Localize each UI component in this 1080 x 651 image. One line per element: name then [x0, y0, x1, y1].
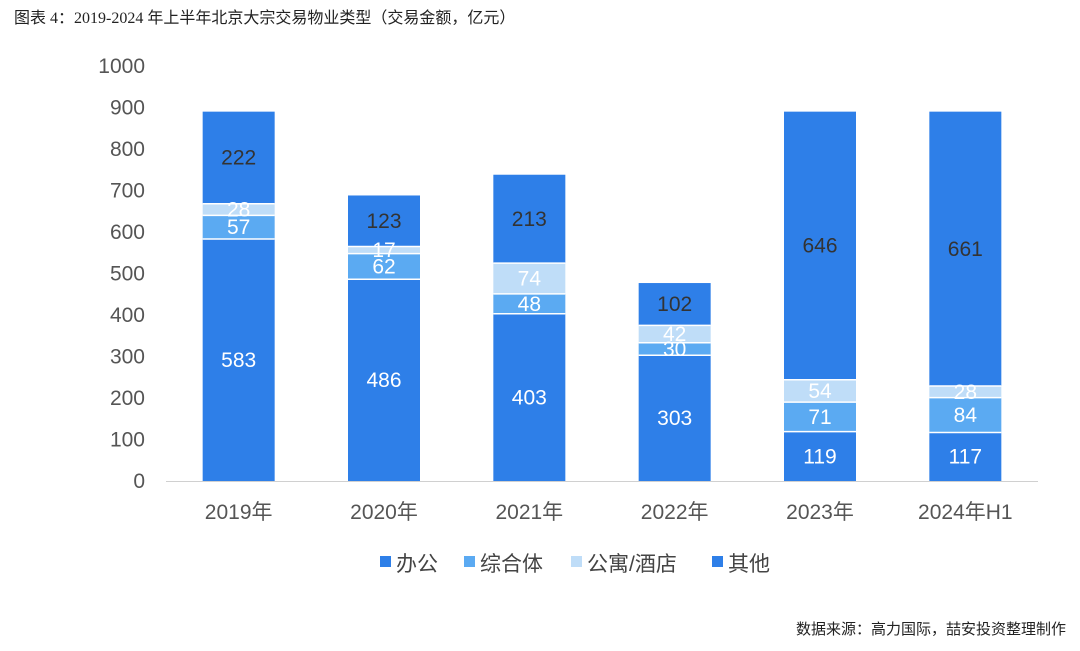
data-label: 117	[949, 446, 982, 469]
data-label: 84	[954, 404, 978, 427]
bar-segment	[493, 313, 566, 481]
data-label: 54	[808, 380, 832, 403]
data-label: 71	[808, 406, 831, 429]
bar-segment	[929, 111, 1002, 386]
bar-segment	[348, 279, 420, 481]
bar-segment	[348, 246, 420, 254]
data-label: 583	[221, 349, 256, 372]
plot-area: 5835728222486621712340348742133033042102…	[202, 111, 1002, 481]
x-tick-label: 2024年H1	[918, 501, 1013, 524]
data-label: 17	[372, 239, 395, 262]
y-tick-label: 300	[110, 346, 145, 369]
data-label: 62	[372, 255, 395, 278]
bar-segment	[493, 263, 566, 294]
y-tick-label: 200	[110, 387, 145, 410]
bar-segment	[638, 355, 711, 481]
legend-swatch	[380, 556, 391, 567]
data-label: 74	[518, 267, 542, 290]
bar-segment	[929, 432, 1002, 481]
bar-segment	[638, 342, 711, 356]
figure-title: 图表 4：2019-2024 年上半年北京大宗交易物业类型（交易金额，亿元）	[14, 10, 516, 27]
data-label: 213	[512, 208, 547, 231]
bar-segment	[493, 174, 566, 264]
data-label: 102	[657, 293, 692, 316]
bar-segment	[202, 239, 275, 481]
bar-segment	[784, 431, 856, 481]
y-tick-label: 0	[133, 470, 145, 493]
bar-segment	[784, 111, 856, 380]
legend-item: 综合体	[464, 553, 543, 576]
bar-segment	[348, 195, 420, 247]
y-tick-label: 700	[110, 180, 145, 203]
y-tick-label: 1000	[98, 55, 145, 78]
legend: 办公 综合体 公寓/酒店 其他	[380, 553, 770, 576]
bar-segment	[784, 402, 856, 432]
x-tick-label: 2020年	[350, 501, 418, 524]
legend-item: 公寓/酒店	[571, 553, 677, 576]
bar-segment	[929, 397, 1002, 433]
data-label: 303	[657, 407, 692, 430]
data-label: 661	[948, 238, 983, 261]
bar-segment	[493, 293, 566, 314]
legend-label: 其他	[728, 553, 770, 576]
y-tick-label: 600	[110, 221, 145, 244]
legend-item: 其他	[712, 553, 770, 576]
bar-segment	[202, 203, 275, 216]
data-label: 30	[663, 338, 686, 361]
legend-label: 公寓/酒店	[587, 553, 677, 576]
y-tick-label: 500	[110, 263, 145, 286]
legend-swatch	[571, 556, 582, 567]
bar-segment	[348, 253, 420, 280]
y-axis: 0 100 200 300 400 500 600 700 800 900 1000	[98, 55, 145, 493]
legend-label: 办公	[396, 553, 438, 576]
x-tick-label: 2019年	[205, 501, 273, 524]
data-label: 486	[366, 369, 401, 392]
bar-segment	[202, 111, 275, 204]
y-tick-label: 400	[110, 304, 145, 327]
data-label: 42	[663, 323, 686, 346]
data-label: 48	[518, 293, 541, 316]
x-axis: 2019年 2020年 2021年 2022年 2023年 2024年H1	[166, 481, 1038, 524]
bar-segment	[929, 385, 1002, 398]
bar-segment	[202, 215, 275, 240]
figure-source: 数据来源：高力国际，喆安投资整理制作	[795, 622, 1066, 638]
data-label: 403	[512, 386, 547, 409]
legend-swatch	[464, 556, 475, 567]
data-label: 57	[227, 216, 250, 239]
data-label: 646	[802, 235, 837, 258]
bar-stack: 119 71 54 646	[784, 111, 856, 481]
y-tick-label: 900	[110, 97, 145, 120]
legend-item: 办公	[380, 553, 438, 576]
data-label: 28	[227, 199, 250, 222]
bar-segment	[638, 325, 711, 343]
bar-segment	[638, 283, 711, 326]
y-tick-label: 100	[110, 429, 145, 452]
data-label: 222	[221, 147, 256, 170]
data-label: 123	[366, 210, 401, 233]
legend-swatch	[712, 556, 723, 567]
y-tick-label: 800	[110, 138, 145, 161]
data-label: 119	[803, 445, 836, 468]
x-tick-label: 2021年	[495, 501, 563, 524]
bar-segment	[784, 379, 856, 403]
x-tick-label: 2023年	[786, 501, 854, 524]
bar-stack: 403 48 74 213	[493, 174, 566, 481]
x-tick-label: 2022年	[641, 501, 709, 524]
legend-label: 综合体	[480, 553, 543, 576]
data-label: 28	[954, 381, 977, 404]
